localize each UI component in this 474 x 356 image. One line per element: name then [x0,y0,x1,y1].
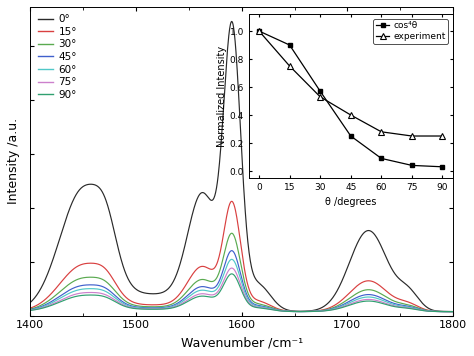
experiment [287,64,292,68]
Line: cos⁴θ: cos⁴θ [256,28,445,169]
75° [450,309,456,314]
45° [318,309,324,313]
Y-axis label: Normalized Intensity: Normalized Intensity [217,46,227,147]
0° [214,186,219,190]
60° [214,287,219,292]
30° [199,277,204,282]
15° [318,308,324,312]
experiment [348,113,354,117]
60° [357,296,363,300]
0° [357,235,363,240]
cos⁴θ [318,89,323,93]
75° [199,292,204,296]
experiment [318,95,323,99]
experiment [378,130,384,134]
Line: 75°: 75° [30,268,453,312]
experiment [256,29,262,33]
30° [214,276,219,280]
60° [27,308,33,312]
experiment [409,134,415,138]
0° [71,198,76,202]
45° [357,294,363,298]
75° [71,293,76,297]
X-axis label: θ /degrees: θ /degrees [325,198,376,208]
60° [365,295,371,299]
30° [71,279,76,283]
0° [199,191,204,195]
60° [229,257,235,262]
15° [199,265,204,269]
90° [71,295,76,299]
75° [214,291,219,295]
90° [199,294,204,298]
0° [450,309,456,314]
15° [71,267,76,271]
30° [357,289,363,294]
cos⁴θ [378,156,384,161]
45° [229,248,235,253]
0° [27,300,33,304]
Line: 0°: 0° [30,21,453,312]
cos⁴θ [439,165,445,169]
60° [199,288,204,292]
Line: 60°: 60° [30,260,453,312]
75° [229,266,235,270]
30° [318,309,324,313]
30° [365,288,371,292]
15° [357,281,363,286]
0° [229,19,235,23]
cos⁴θ [287,43,292,47]
Line: 30°: 30° [30,233,453,312]
X-axis label: Wavenumber /cm⁻¹: Wavenumber /cm⁻¹ [181,336,303,349]
15° [450,309,456,314]
45° [199,284,204,289]
Line: 90°: 90° [30,274,453,312]
15° [365,279,371,283]
0° [318,306,324,310]
0° [365,229,371,233]
60° [318,309,324,313]
15° [27,306,33,310]
30° [229,231,235,235]
Legend: 0°, 15°, 30°, 45°, 60°, 75°, 90°: 0°, 15°, 30°, 45°, 60°, 75°, 90° [36,12,79,102]
cos⁴θ [409,163,415,168]
cos⁴θ [348,134,354,138]
75° [27,308,33,312]
15° [229,199,235,204]
60° [71,289,76,294]
90° [365,299,371,303]
experiment [439,134,445,138]
90° [229,272,235,276]
Y-axis label: Intensity /a.u.: Intensity /a.u. [7,118,20,204]
75° [318,309,324,313]
90° [27,308,33,313]
90° [450,309,456,314]
60° [450,309,456,314]
Legend: cos⁴θ, experiment: cos⁴θ, experiment [373,19,448,44]
30° [27,307,33,311]
90° [357,300,363,304]
90° [318,309,324,313]
45° [27,308,33,312]
45° [214,283,219,288]
45° [450,309,456,314]
75° [365,297,371,302]
Line: 45°: 45° [30,251,453,312]
45° [71,286,76,290]
75° [357,298,363,303]
15° [214,262,219,267]
30° [450,309,456,314]
cos⁴θ [256,29,262,33]
45° [365,292,371,297]
Line: 15°: 15° [30,201,453,312]
90° [214,293,219,298]
Line: experiment: experiment [256,28,445,139]
